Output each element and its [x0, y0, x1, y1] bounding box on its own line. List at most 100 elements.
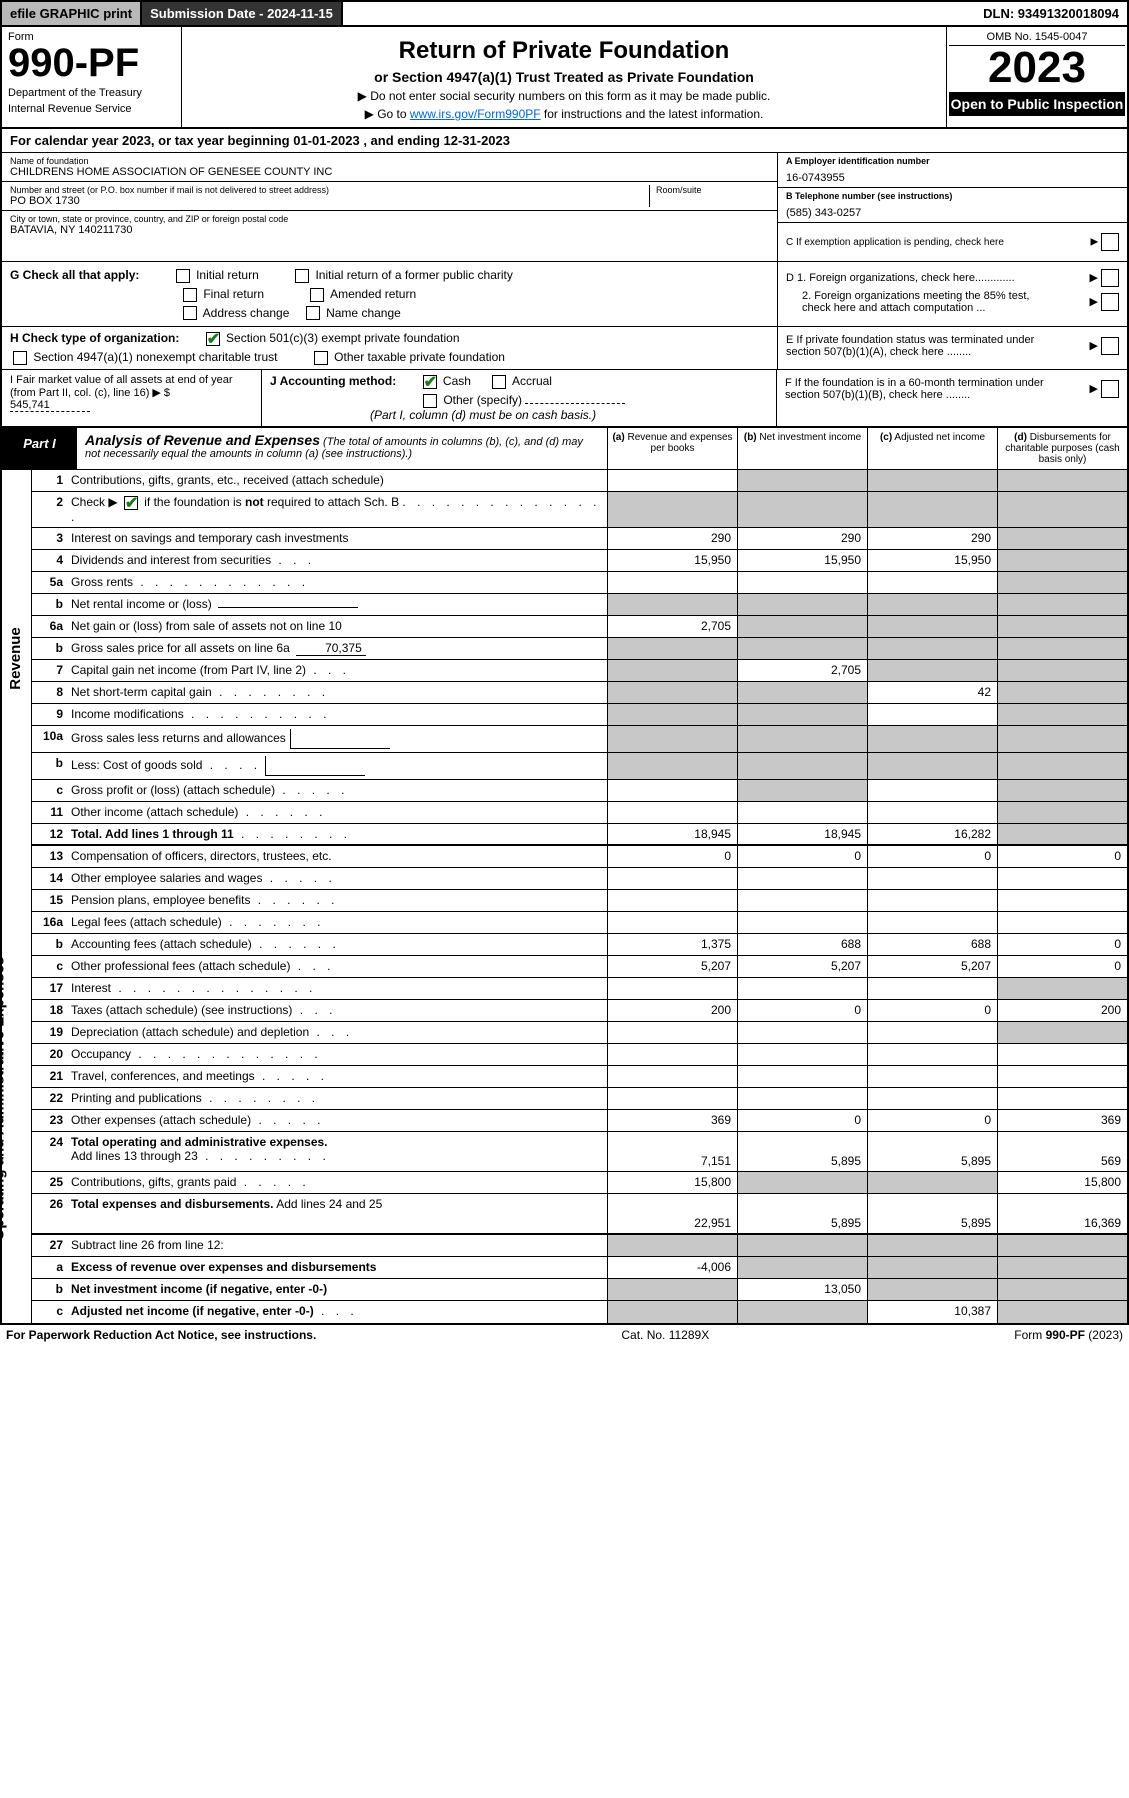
- l16a-desc-text: Legal fees (attach schedule): [71, 915, 222, 929]
- l27-d: [997, 1235, 1127, 1256]
- l20-d: [997, 1044, 1127, 1065]
- section-g-d: G Check all that apply: Initial return I…: [0, 262, 1129, 327]
- l10a-c: [867, 726, 997, 752]
- expenses-label: Operating and Administrative Expenses: [0, 956, 7, 1240]
- l3-b: 290: [737, 528, 867, 549]
- footer-right: Form 990-PF (2023): [1014, 1328, 1123, 1342]
- l10a-mini[interactable]: [290, 729, 390, 749]
- l1-num: 1: [32, 470, 67, 491]
- irs-link[interactable]: www.irs.gov/Form990PF: [410, 107, 541, 121]
- line-10a: 10a Gross sales less returns and allowan…: [32, 726, 1127, 753]
- line-23: 23 Other expenses (attach schedule) . . …: [32, 1110, 1127, 1132]
- name-change-checkbox[interactable]: [306, 306, 320, 320]
- line-25: 25 Contributions, gifts, grants paid . .…: [32, 1172, 1127, 1194]
- h-501c3-checkbox[interactable]: [206, 332, 220, 346]
- l18-d: 200: [997, 1000, 1127, 1021]
- j-other-checkbox[interactable]: [423, 394, 437, 408]
- l16a-a: [607, 912, 737, 933]
- l16c-desc: Other professional fees (attach schedule…: [67, 956, 607, 977]
- l5b-d: [997, 594, 1127, 615]
- j-accrual-checkbox[interactable]: [492, 375, 506, 389]
- l12-num: 12: [32, 824, 67, 844]
- d-right: D 1. Foreign organizations, check here..…: [777, 262, 1127, 326]
- d2-checkbox[interactable]: [1101, 293, 1119, 311]
- l10c-d: [997, 780, 1127, 801]
- f-row: F If the foundation is in a 60-month ter…: [785, 377, 1119, 401]
- l10b-b: [737, 753, 867, 779]
- h-4947-checkbox[interactable]: [13, 351, 27, 365]
- l2-checkbox[interactable]: [124, 496, 138, 510]
- l9-d: [997, 704, 1127, 725]
- line-7: 7 Capital gain net income (from Part IV,…: [32, 660, 1127, 682]
- line-4: 4 Dividends and interest from securities…: [32, 550, 1127, 572]
- l16a-desc: Legal fees (attach schedule) . . . . . .…: [67, 912, 607, 933]
- amended-return-checkbox[interactable]: [310, 288, 324, 302]
- l18-num: 18: [32, 1000, 67, 1021]
- l7-desc-text: Capital gain net income (from Part IV, l…: [71, 663, 306, 677]
- header-left: Form 990-PF Department of the Treasury I…: [2, 27, 182, 127]
- l16a-b: [737, 912, 867, 933]
- l13-a: 0: [607, 846, 737, 867]
- l8-desc-text: Net short-term capital gain: [71, 685, 212, 699]
- l10b-a: [607, 753, 737, 779]
- l15-desc: Pension plans, employee benefits . . . .…: [67, 890, 607, 911]
- l10b-mini[interactable]: [265, 756, 365, 776]
- l5b-desc: Net rental income or (loss): [67, 594, 607, 615]
- line-17: 17 Interest . . . . . . . . . . . . . .: [32, 978, 1127, 1000]
- tax-year: 2023: [949, 46, 1125, 90]
- room-label: Room/suite: [656, 185, 769, 195]
- l6b-c: [867, 638, 997, 659]
- l1-desc: Contributions, gifts, grants, etc., rece…: [67, 470, 607, 491]
- l26-c: 5,895: [867, 1194, 997, 1233]
- line-10c: c Gross profit or (loss) (attach schedul…: [32, 780, 1127, 802]
- l3-d: [997, 528, 1127, 549]
- initial-former-checkbox[interactable]: [295, 269, 309, 283]
- c-checkbox[interactable]: [1101, 233, 1119, 251]
- line-2: 2 Check ▶ if the foundation is not requi…: [32, 492, 1127, 528]
- l10a-b: [737, 726, 867, 752]
- j-cash-checkbox[interactable]: [423, 375, 437, 389]
- l10b-desc-text: Less: Cost of goods sold: [71, 758, 202, 772]
- i-left: I Fair market value of all assets at end…: [2, 370, 262, 426]
- i-label: I Fair market value of all assets at end…: [10, 374, 233, 399]
- d1-checkbox[interactable]: [1101, 269, 1119, 287]
- l23-desc: Other expenses (attach schedule) . . . .…: [67, 1110, 607, 1131]
- l21-d: [997, 1066, 1127, 1087]
- l22-c: [867, 1088, 997, 1109]
- col-d-head: (d) Disbursements for charitable purpose…: [997, 428, 1127, 469]
- revenue-label: Revenue: [7, 627, 24, 690]
- address-change-checkbox[interactable]: [183, 306, 197, 320]
- l10c-num: c: [32, 780, 67, 801]
- l19-d: [997, 1022, 1127, 1043]
- l6b-desc: Gross sales price for all assets on line…: [67, 638, 607, 659]
- l5b-inline[interactable]: [218, 607, 358, 608]
- line-24: 24 Total operating and administrative ex…: [32, 1132, 1127, 1172]
- l23-d: 369: [997, 1110, 1127, 1131]
- l4-num: 4: [32, 550, 67, 571]
- j-other-input[interactable]: [525, 403, 625, 404]
- final-return-checkbox[interactable]: [183, 288, 197, 302]
- l8-desc: Net short-term capital gain . . . . . . …: [67, 682, 607, 703]
- part1-title: Analysis of Revenue and Expenses: [85, 432, 320, 448]
- form-header: Form 990-PF Department of the Treasury I…: [0, 27, 1129, 129]
- l22-b: [737, 1088, 867, 1109]
- l20-desc-text: Occupancy: [71, 1047, 131, 1061]
- h-other-checkbox[interactable]: [314, 351, 328, 365]
- l6a-desc: Net gain or (loss) from sale of assets n…: [67, 616, 607, 637]
- l4-desc-text: Dividends and interest from securities: [71, 553, 271, 567]
- l16c-c: 5,207: [867, 956, 997, 977]
- l2-d: [997, 492, 1127, 527]
- l20-desc: Occupancy . . . . . . . . . . . . .: [67, 1044, 607, 1065]
- l10c-desc: Gross profit or (loss) (attach schedule)…: [67, 780, 607, 801]
- ein: 16-0743955: [786, 172, 1119, 184]
- initial-return-checkbox[interactable]: [176, 269, 190, 283]
- l20-a: [607, 1044, 737, 1065]
- l12-b: 18,945: [737, 824, 867, 844]
- l16c-b: 5,207: [737, 956, 867, 977]
- d2-label: 2. Foreign organizations meeting the 85%…: [786, 290, 1046, 314]
- f-checkbox[interactable]: [1101, 380, 1119, 398]
- e-checkbox[interactable]: [1101, 337, 1119, 355]
- l18-desc-text: Taxes (attach schedule) (see instruction…: [71, 1003, 292, 1017]
- l24-d: 569: [997, 1132, 1127, 1171]
- l1-a: [607, 470, 737, 491]
